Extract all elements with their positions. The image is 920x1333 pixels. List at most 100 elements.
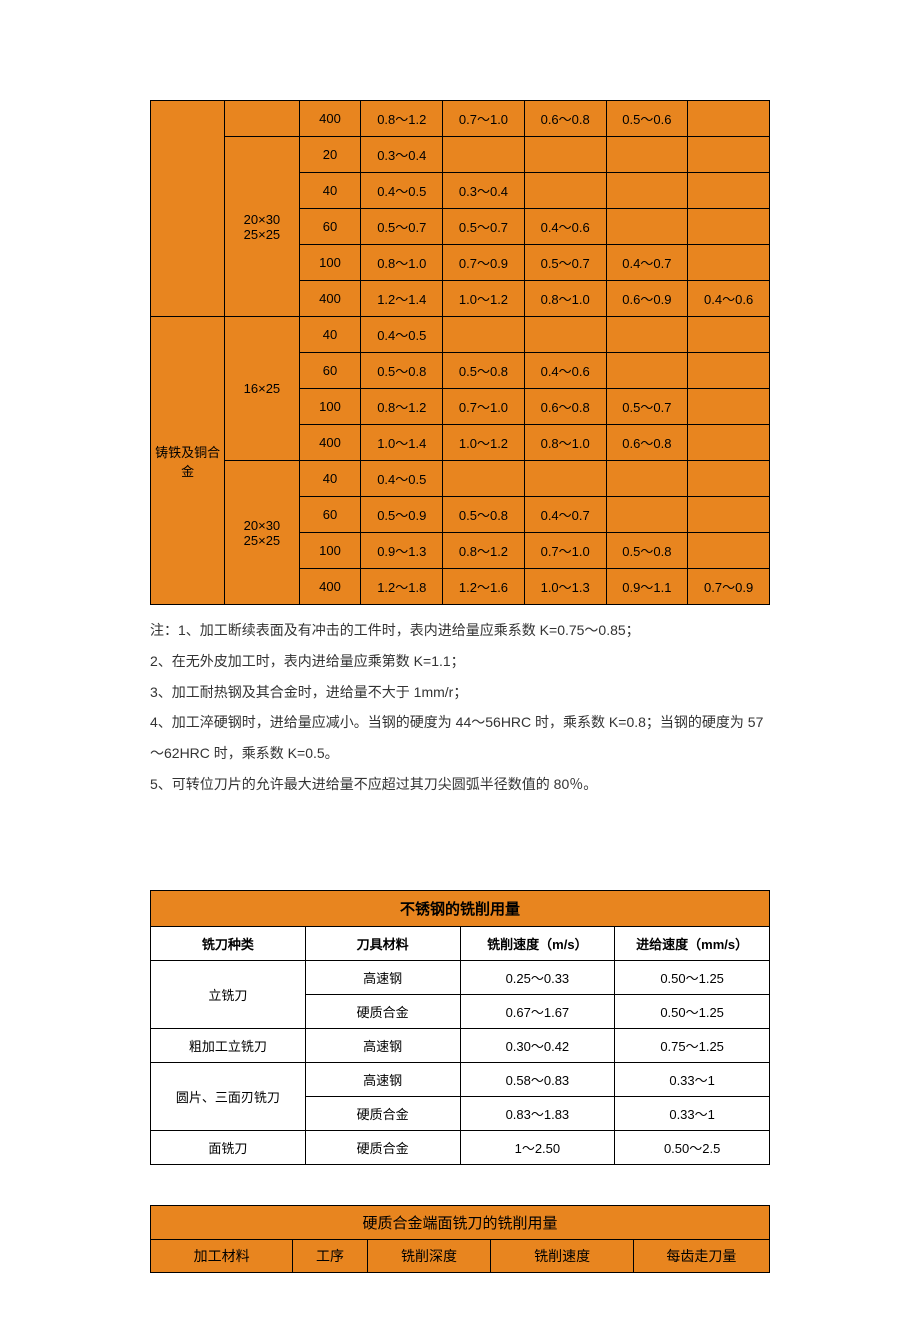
table-cell xyxy=(443,461,525,497)
table-cell: 0.50～1.25 xyxy=(615,994,770,1028)
table-cell xyxy=(606,497,688,533)
t3-h3: 铣削速度 xyxy=(491,1239,633,1272)
note-4: 4、加工淬硬钢时，进给量应减小。当钢的硬度为 44～56HRC 时，乘系数 K=… xyxy=(150,707,770,769)
table-cell: 0.75～1.25 xyxy=(615,1028,770,1062)
table-cell: 400 xyxy=(299,281,361,317)
t2-name: 立铣刀 xyxy=(151,960,306,1028)
note-5: 5、可转位刀片的允许最大进给量不应超过其刀尖圆弧半径数值的 80％。 xyxy=(150,769,770,800)
table-cell: 40 xyxy=(299,317,361,353)
table-cell: 硬质合金 xyxy=(305,1096,460,1130)
table-cell xyxy=(688,533,770,569)
table-cell xyxy=(688,353,770,389)
table-cell: 0.67～1.67 xyxy=(460,994,615,1028)
t3-h4: 每齿走刀量 xyxy=(633,1239,769,1272)
t2-h3: 进给速度（mm/s） xyxy=(615,926,770,960)
table-cell xyxy=(688,461,770,497)
table-cell: 40 xyxy=(299,173,361,209)
table-cell xyxy=(688,101,770,137)
table-cell: 0.5～0.8 xyxy=(443,497,525,533)
table-cell xyxy=(606,137,688,173)
row-group-label: 铸铁及铜合金 xyxy=(151,317,225,605)
table-cell: 0.33～1 xyxy=(615,1096,770,1130)
table-cell: 1.2～1.4 xyxy=(361,281,443,317)
table-cell xyxy=(524,461,606,497)
table-cell: 1.2～1.6 xyxy=(443,569,525,605)
table-cell: 0.3～0.4 xyxy=(361,137,443,173)
table-cell: 高速钢 xyxy=(305,1028,460,1062)
table-cell: 0.6～0.8 xyxy=(524,101,606,137)
table-cell: 0.5～0.7 xyxy=(606,389,688,425)
table-cell: 0.8～1.2 xyxy=(361,389,443,425)
note-1: 注：1、加工断续表面及有冲击的工件时，表内进给量应乘系数 K=0.75～0.85… xyxy=(150,615,770,646)
table-cell: 0.7～1.0 xyxy=(443,389,525,425)
table-cell: 0.6～0.9 xyxy=(606,281,688,317)
table-cell xyxy=(688,173,770,209)
table-cell: 0.5～0.9 xyxy=(361,497,443,533)
table-cell: 0.4～0.5 xyxy=(361,173,443,209)
table-cell: 0.8～1.2 xyxy=(443,533,525,569)
table-cell xyxy=(606,353,688,389)
t2-name: 面铣刀 xyxy=(151,1130,306,1164)
table-cell: 0.4～0.7 xyxy=(524,497,606,533)
table-cell xyxy=(606,461,688,497)
table-cell: 0.5～0.7 xyxy=(361,209,443,245)
table-cell: 1.0～1.3 xyxy=(524,569,606,605)
table-cell: 0.6～0.8 xyxy=(606,425,688,461)
table-cell: 高速钢 xyxy=(305,960,460,994)
t2-name: 圆片、三面刃铣刀 xyxy=(151,1062,306,1130)
param-table-1: 4000.8～1.20.7～1.00.6～0.80.5～0.620×30 25×… xyxy=(150,100,770,605)
table-cell xyxy=(688,425,770,461)
table-cell: 硬质合金 xyxy=(305,994,460,1028)
row-group-label: 20×30 25×25 xyxy=(225,461,299,605)
table-cell: 0.5～0.6 xyxy=(606,101,688,137)
table-cell: 0.9～1.1 xyxy=(606,569,688,605)
table-cell: 60 xyxy=(299,209,361,245)
note-2: 2、在无外皮加工时，表内进给量应乘第数 K=1.1； xyxy=(150,646,770,677)
table-cell: 0.5～0.7 xyxy=(524,245,606,281)
table-cell: 1.0～1.2 xyxy=(443,281,525,317)
table-cell: 0.8～1.0 xyxy=(361,245,443,281)
table-cell: 硬质合金 xyxy=(305,1130,460,1164)
table-cell: 0.7～1.0 xyxy=(524,533,606,569)
table-cell xyxy=(606,209,688,245)
stainless-milling-table: 不锈钢的铣削用量 铣刀种类 刀具材料 铣削速度（m/s） 进给速度（mm/s） … xyxy=(150,890,770,1165)
t2-h0: 铣刀种类 xyxy=(151,926,306,960)
table-cell xyxy=(524,173,606,209)
table-cell: 0.9～1.3 xyxy=(361,533,443,569)
table-cell: 0.4～0.7 xyxy=(606,245,688,281)
table-cell: 0.6～0.8 xyxy=(524,389,606,425)
table-cell: 60 xyxy=(299,353,361,389)
table-cell: 100 xyxy=(299,245,361,281)
carbide-face-mill-table: 硬质合金端面铣刀的铣削用量 加工材料 工序 铣削深度 铣削速度 每齿走刀量 xyxy=(150,1205,770,1273)
table-cell: 0.25～0.33 xyxy=(460,960,615,994)
t3-h2: 铣削深度 xyxy=(367,1239,491,1272)
table-cell: 高速钢 xyxy=(305,1062,460,1096)
table-cell xyxy=(688,317,770,353)
table-cell: 0.83～1.83 xyxy=(460,1096,615,1130)
table-cell: 0.58～0.83 xyxy=(460,1062,615,1096)
row-group-label xyxy=(225,101,299,137)
table-cell: 0.5～0.7 xyxy=(443,209,525,245)
table-cell: 0.4～0.5 xyxy=(361,461,443,497)
table-cell xyxy=(688,245,770,281)
table-cell xyxy=(606,173,688,209)
table-cell: 0.8～1.2 xyxy=(361,101,443,137)
t2-h2: 铣削速度（m/s） xyxy=(460,926,615,960)
table-cell: 20 xyxy=(299,137,361,173)
table-cell: 0.4～0.6 xyxy=(688,281,770,317)
table-cell: 0.5～0.8 xyxy=(606,533,688,569)
table-cell: 40 xyxy=(299,461,361,497)
table-cell: 0.4～0.6 xyxy=(524,209,606,245)
table-cell: 0.33～1 xyxy=(615,1062,770,1096)
row-group-label: 16×25 xyxy=(225,317,299,461)
table-cell xyxy=(688,497,770,533)
table-cell: 100 xyxy=(299,533,361,569)
t3-h1: 工序 xyxy=(293,1239,367,1272)
notes-block: 注：1、加工断续表面及有冲击的工件时，表内进给量应乘系数 K=0.75～0.85… xyxy=(150,615,770,800)
table-cell xyxy=(443,317,525,353)
table-cell: 0.8～1.0 xyxy=(524,425,606,461)
table-cell: 0.4～0.5 xyxy=(361,317,443,353)
table-cell: 0.5～0.8 xyxy=(361,353,443,389)
table-cell xyxy=(524,137,606,173)
row-group-label xyxy=(151,101,225,317)
